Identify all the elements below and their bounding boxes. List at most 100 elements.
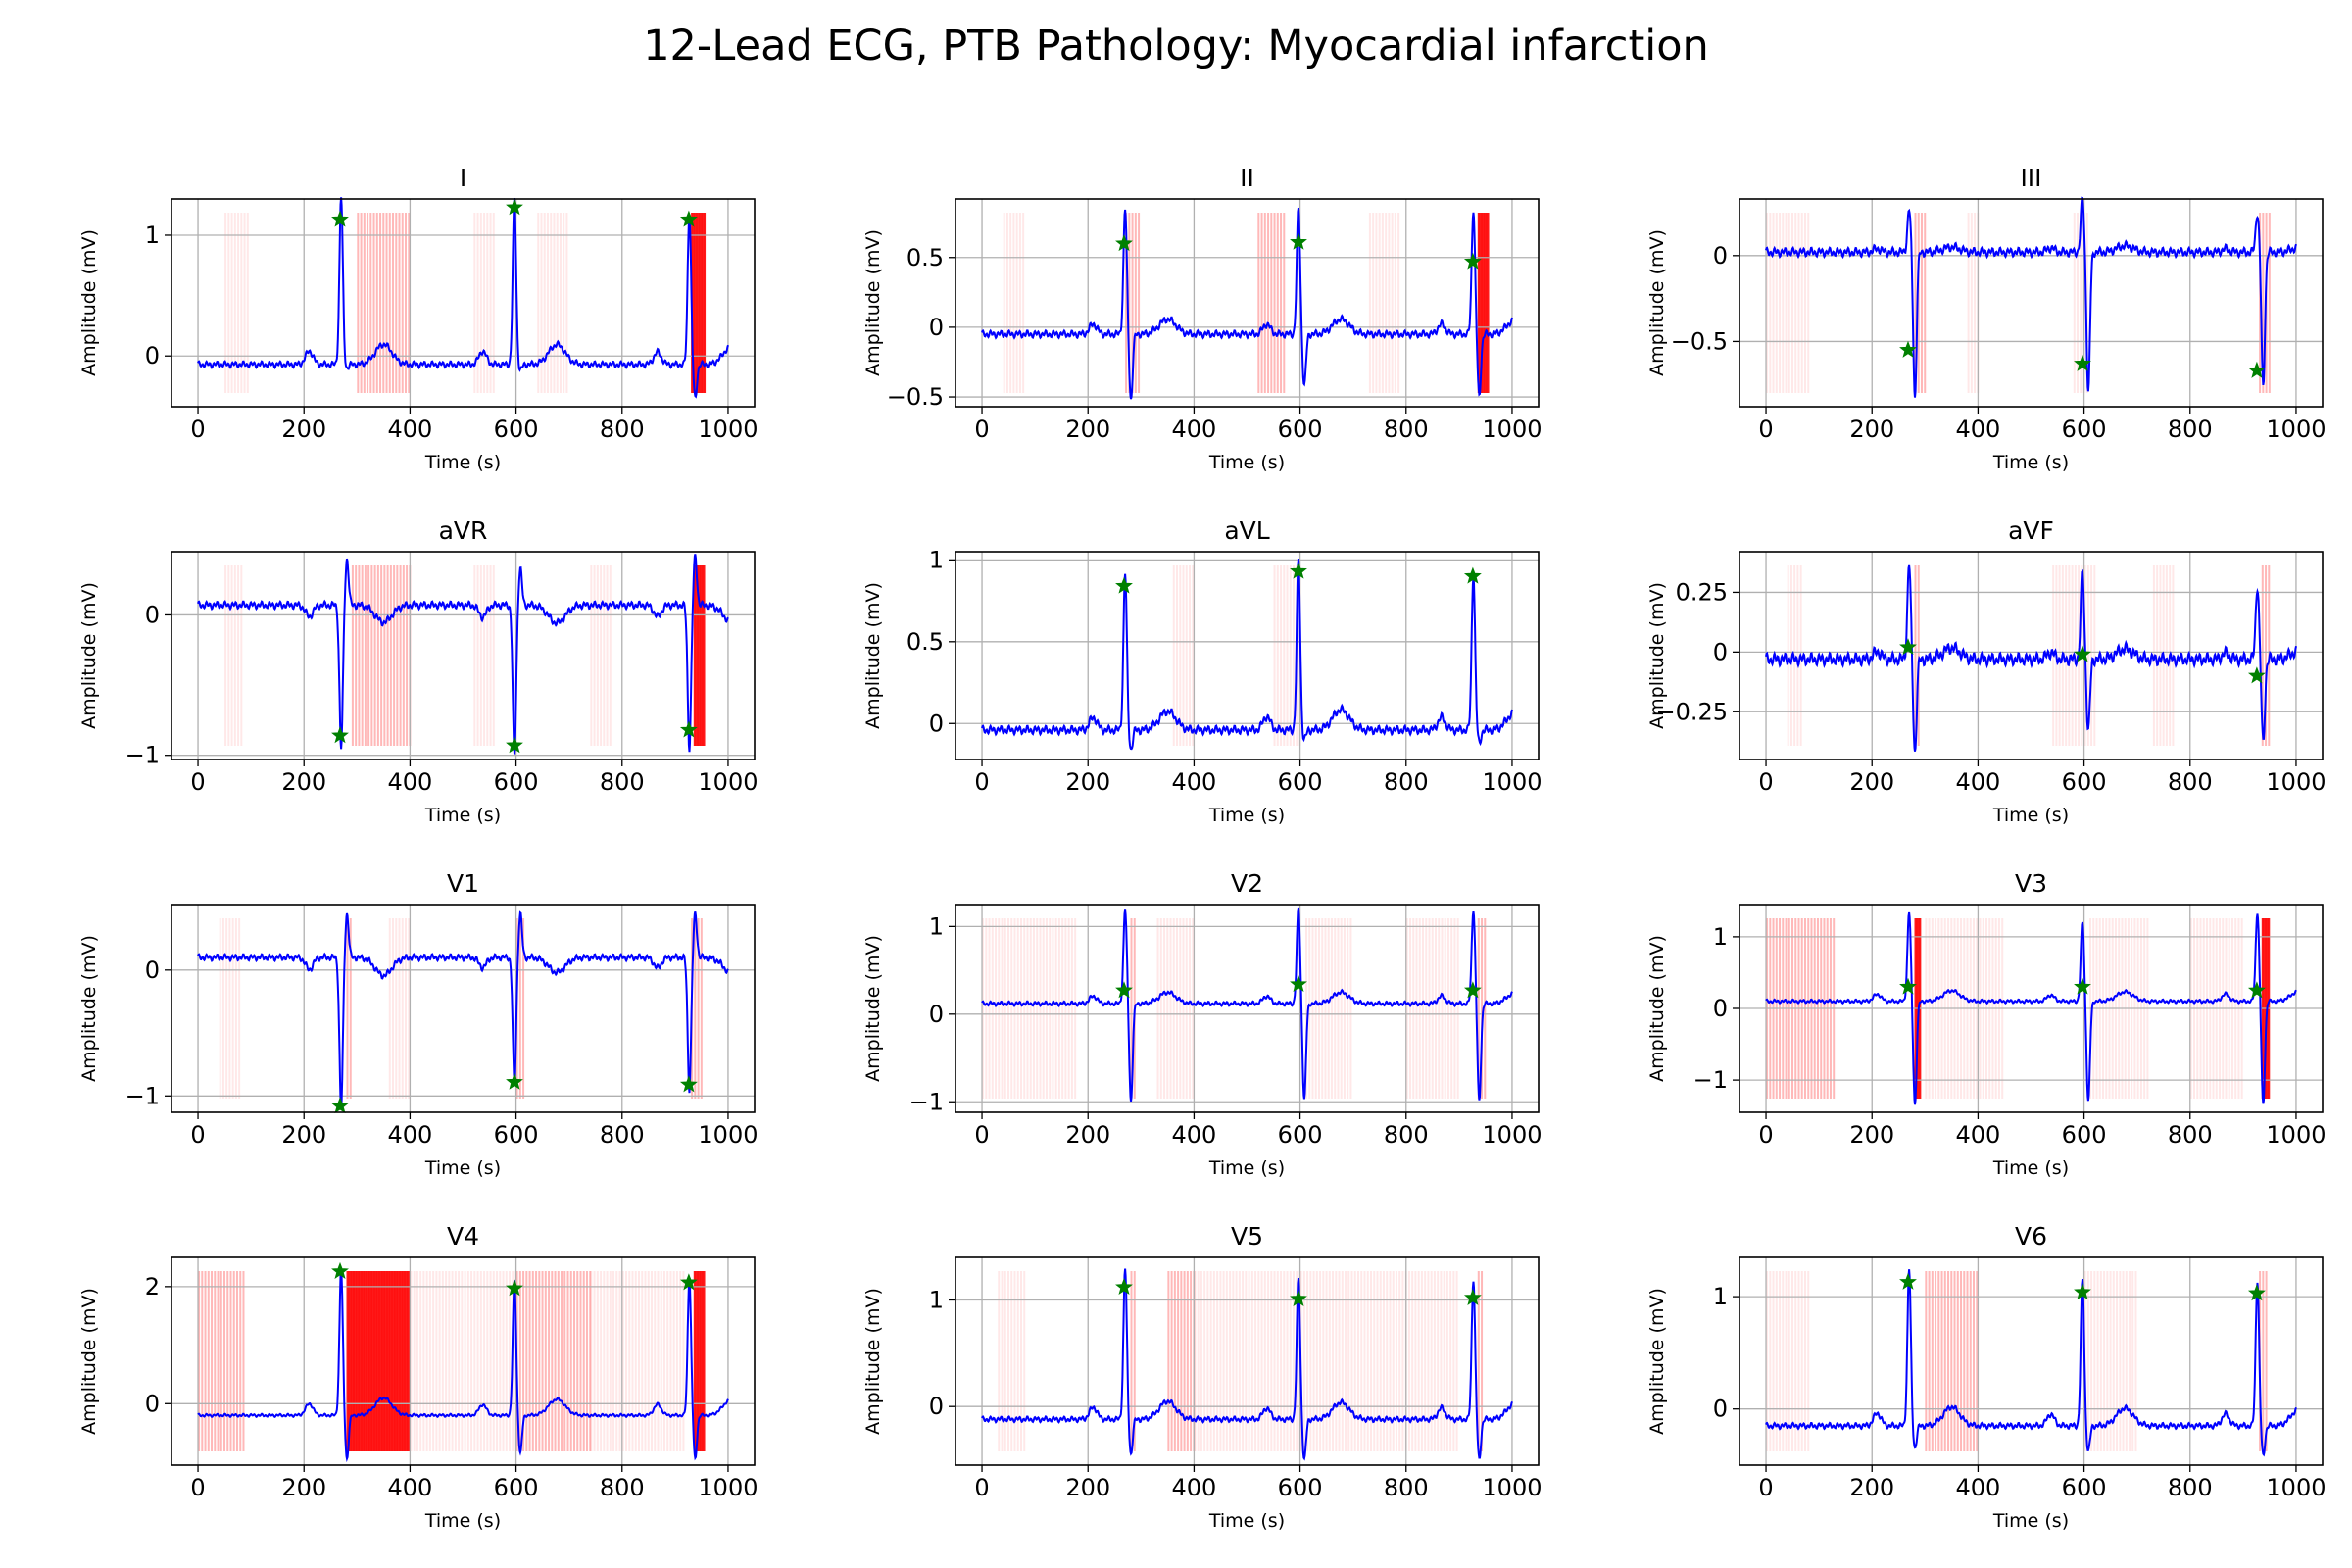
y-tick-label: 2	[145, 1273, 160, 1300]
x-tick-label: 800	[2168, 768, 2213, 796]
x-tick-label: 0	[1758, 1121, 1773, 1149]
highlight-band	[1238, 1271, 1241, 1451]
highlight-band	[582, 1271, 585, 1451]
highlight-band	[2080, 213, 2082, 393]
highlight-band	[1235, 1271, 1238, 1451]
x-tick-label: 200	[281, 416, 326, 443]
highlight-band	[697, 918, 700, 1099]
x-tick-label: 1000	[1482, 768, 1542, 796]
highlight-band	[1357, 1271, 1360, 1451]
highlight-band	[2262, 1271, 2265, 1451]
axes-frame	[955, 551, 1540, 760]
y-axis-label: Amplitude (mV)	[1646, 1288, 1668, 1435]
highlight-band	[693, 565, 696, 746]
highlight-band	[2134, 1271, 2137, 1451]
highlight-band	[401, 213, 404, 393]
y-tick-label: 1	[929, 912, 944, 940]
y-tick-label: 0.25	[1676, 578, 1728, 606]
highlight-band	[375, 213, 378, 393]
peak-marker	[2247, 666, 2266, 684]
lead-I-plot: 0 200 400 600 800 1000 0 1 I Time (s) Amplitude (m…	[78, 164, 758, 473]
highlight-band	[382, 1271, 385, 1451]
highlight-band	[1340, 918, 1343, 1099]
x-tick-label: 800	[2168, 416, 2213, 443]
x-tick-label: 600	[2062, 768, 2107, 796]
highlight-band	[220, 1271, 222, 1451]
highlight-band	[1328, 1271, 1331, 1451]
highlight-band	[489, 565, 492, 746]
highlight-band	[1189, 918, 1191, 1099]
highlight-band	[1379, 1271, 1382, 1451]
highlight-band	[1369, 1271, 1372, 1451]
highlight-band	[1456, 918, 1459, 1099]
x-tick-label: 400	[388, 416, 433, 443]
lead-title: aVL	[1224, 516, 1269, 545]
highlight-band	[1283, 213, 1286, 393]
highlight-band	[1004, 1271, 1006, 1451]
y-tick-label: 0	[929, 1001, 944, 1028]
highlight-band	[1007, 1271, 1010, 1451]
highlight-band	[1424, 1271, 1427, 1451]
highlight-band	[233, 565, 236, 746]
highlight-band	[1306, 1271, 1309, 1451]
lead-aVF-plot: 0 200 400 600 800 1000 −0.25 0 0.25 aVF Time (s) Am…	[1646, 516, 2326, 826]
highlight-band	[2116, 1271, 2119, 1451]
highlight-band	[448, 1271, 451, 1451]
highlight-band	[461, 1271, 464, 1451]
highlight-band	[556, 213, 559, 393]
highlight-band	[985, 918, 988, 1099]
highlight-band	[397, 1271, 400, 1451]
highlight-band	[1924, 213, 1927, 393]
highlight-band	[207, 1271, 210, 1451]
ecg-signal-line	[981, 907, 1513, 1102]
highlight-band	[1381, 213, 1384, 393]
highlight-band	[1054, 918, 1057, 1099]
y-tick-label: 0	[1713, 242, 1728, 270]
highlight-band	[1418, 918, 1421, 1099]
highlight-band	[590, 1271, 593, 1451]
highlight-band	[371, 1271, 374, 1451]
x-tick-label: 200	[1065, 768, 1110, 796]
highlight-band	[1074, 918, 1077, 1099]
highlight-band	[982, 918, 985, 1099]
highlight-band	[2077, 213, 2080, 393]
highlight-band	[700, 213, 703, 393]
highlight-band	[554, 1271, 557, 1451]
highlight-band	[489, 213, 492, 393]
lead-V6-plot: 0 200 400 600 800 1000 0 1 V6 Time (s) Amplitude (…	[1646, 1222, 2326, 1532]
highlight-band	[1950, 1271, 1953, 1451]
highlight-band	[1940, 1271, 1943, 1451]
highlight-band	[1130, 918, 1133, 1099]
highlight-band	[1194, 1271, 1197, 1451]
highlight-band	[407, 1271, 410, 1451]
highlight-band	[1347, 918, 1349, 1099]
highlight-band	[698, 565, 701, 746]
highlight-band	[2125, 1271, 2128, 1451]
x-tick-label: 800	[600, 1121, 645, 1149]
highlight-band	[1484, 213, 1487, 393]
highlight-band	[1412, 918, 1415, 1099]
highlight-band	[428, 1271, 431, 1451]
y-tick-label: −0.25	[1655, 698, 1728, 725]
highlight-band	[1372, 213, 1375, 393]
highlight-band	[1450, 918, 1453, 1099]
highlight-band	[1769, 1271, 1772, 1451]
highlight-band	[1263, 213, 1266, 393]
peak-marker	[2074, 354, 2091, 371]
x-tick-label: 400	[1956, 1121, 2001, 1149]
lead-V4-plot: 0 200 400 600 800 1000 0 2 V4 Time (s) Amplitude (…	[78, 1222, 758, 1532]
highlight-band	[2085, 213, 2088, 393]
y-tick-label: 0	[145, 1390, 160, 1417]
highlight-band	[1315, 1271, 1318, 1451]
highlight-band	[1197, 1271, 1200, 1451]
highlight-band	[1245, 1271, 1248, 1451]
peak-marker	[1899, 638, 1917, 656]
y-tick-label: 0	[1713, 638, 1728, 665]
highlight-band	[1125, 213, 1128, 393]
highlight-band	[1363, 1271, 1366, 1451]
lead-title: aVF	[2008, 516, 2054, 545]
x-tick-label: 800	[1384, 1121, 1429, 1149]
highlight-band	[1289, 565, 1292, 746]
highlight-band	[233, 213, 236, 393]
highlight-band	[399, 565, 402, 746]
